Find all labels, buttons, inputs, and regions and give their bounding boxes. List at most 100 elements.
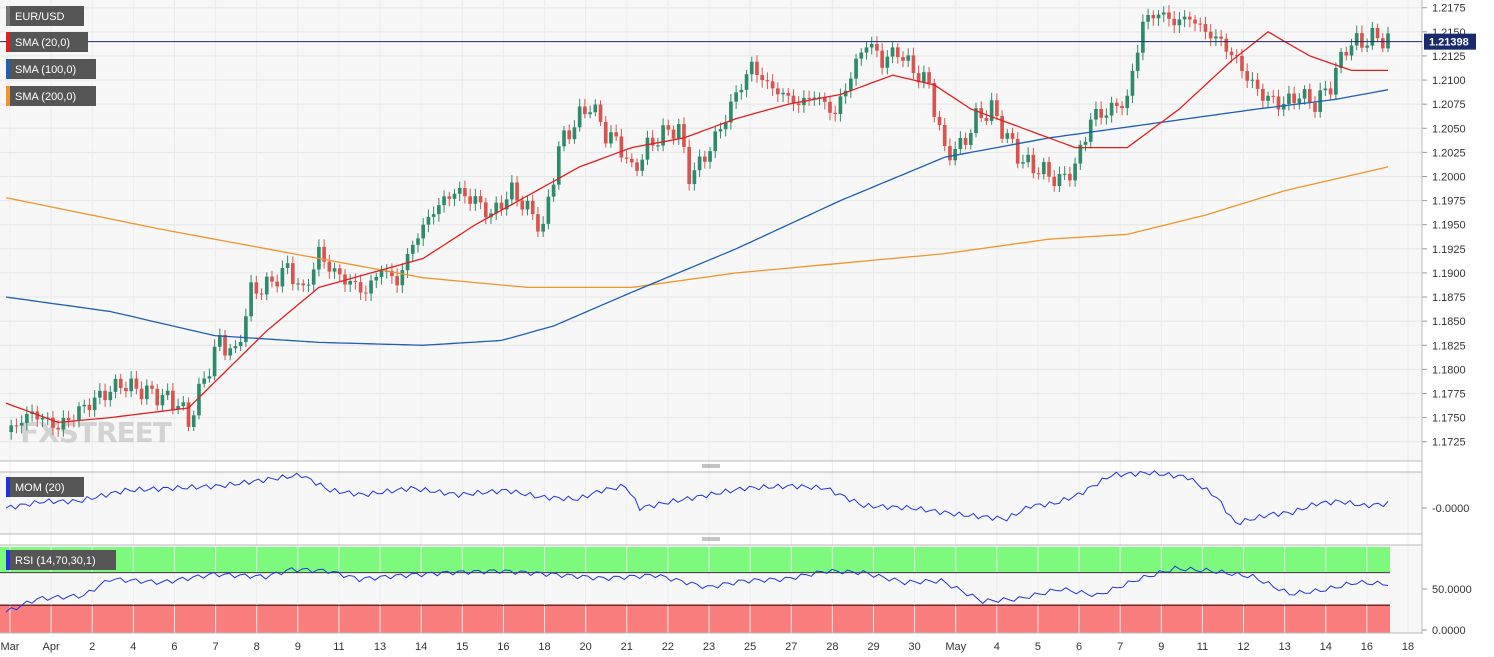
candle-body xyxy=(1026,154,1030,163)
candle-body xyxy=(108,391,113,401)
candle-body xyxy=(1078,144,1083,164)
candle-body xyxy=(1365,45,1369,48)
candle-body xyxy=(1334,68,1338,95)
candle-body xyxy=(656,145,660,147)
candle-body xyxy=(202,378,206,384)
price-tick-label: 1.1875 xyxy=(1432,292,1466,304)
candle-body xyxy=(963,137,968,145)
candle-body xyxy=(755,61,759,76)
time-tick-label: 13 xyxy=(374,641,386,653)
candle-body xyxy=(400,270,405,286)
candle-body xyxy=(468,196,472,204)
candle-body xyxy=(311,269,316,285)
time-tick-label: Mar xyxy=(1,641,20,653)
candle-body xyxy=(1386,33,1390,49)
candle-body xyxy=(713,131,718,152)
candle-body xyxy=(416,238,420,245)
rsi-overbought-zone xyxy=(0,547,1390,572)
time-tick-label: 20 xyxy=(580,641,592,653)
candle-body xyxy=(1188,16,1192,20)
svg-text:1.21398: 1.21398 xyxy=(1429,37,1469,49)
candle-body xyxy=(160,395,165,406)
mom-pane-resize-handle[interactable] xyxy=(702,464,720,468)
candle-body xyxy=(124,388,128,392)
price-tick-label: 1.1825 xyxy=(1432,340,1466,352)
candle-body xyxy=(833,112,838,115)
sma20-tag[interactable]: SMA (20,0) xyxy=(6,32,88,52)
time-tick-label: 7 xyxy=(1117,641,1123,653)
candle-body xyxy=(739,89,744,93)
candle-body xyxy=(864,47,869,53)
candle-body xyxy=(437,205,441,215)
candle-body xyxy=(937,116,942,126)
sma20-line xyxy=(5,31,1388,424)
time-tick-label: 14 xyxy=(1320,641,1332,653)
symbol-tag[interactable]: EUR/USD xyxy=(6,6,84,26)
candle-body xyxy=(87,404,92,411)
candle-body xyxy=(1287,93,1291,105)
candle-body xyxy=(207,376,212,379)
candle-body xyxy=(181,402,186,406)
candle-body xyxy=(217,335,222,347)
candle-body xyxy=(723,122,728,130)
candle-body xyxy=(275,281,280,287)
candle-body xyxy=(1323,88,1328,91)
sma100-tag[interactable]: SMA (100,0) xyxy=(6,59,96,79)
candle-body xyxy=(1068,173,1072,181)
candle-body xyxy=(645,137,650,160)
candle-body xyxy=(1208,31,1213,39)
candle-body xyxy=(906,55,911,61)
mom-pane[interactable] xyxy=(0,472,1422,534)
price-tick-label: 1.1925 xyxy=(1432,244,1466,256)
candle-body xyxy=(1219,36,1223,39)
rsi-pane-resize-handle[interactable] xyxy=(702,537,720,541)
candle-body xyxy=(1041,162,1046,175)
candle-body xyxy=(1109,102,1114,116)
candle-body xyxy=(609,132,613,144)
last-price-tag: 1.21398 xyxy=(1424,33,1476,50)
candle-body xyxy=(922,72,926,83)
mom-tag[interactable]: MOM (20) xyxy=(6,477,84,497)
candle-body xyxy=(56,427,60,430)
candle-body xyxy=(567,130,572,140)
candle-body xyxy=(337,268,342,275)
candle-body xyxy=(301,283,306,286)
rsi-tag[interactable]: RSI (14,70,30,1) xyxy=(6,550,116,570)
candle-body xyxy=(916,73,921,83)
candle-body xyxy=(322,246,326,262)
candle-body xyxy=(822,97,827,102)
candle-body xyxy=(1104,115,1109,118)
candle-body xyxy=(849,78,853,91)
price-pane[interactable] xyxy=(0,0,1422,461)
candle-body xyxy=(1339,51,1343,69)
candle-body xyxy=(911,55,916,74)
candle-body xyxy=(405,253,410,271)
candle-body xyxy=(598,104,603,122)
candle-body xyxy=(504,199,509,210)
candle-body xyxy=(958,137,963,149)
candle-body xyxy=(989,100,994,121)
candle-body xyxy=(348,280,353,285)
oscillator-lines xyxy=(0,470,1427,631)
candle-body xyxy=(343,274,347,285)
candle-body xyxy=(155,388,160,406)
candle-body xyxy=(1010,133,1015,139)
candle-body xyxy=(546,196,551,224)
candle-body xyxy=(134,378,139,389)
time-tick-label: 4 xyxy=(130,641,136,653)
candle-body xyxy=(228,348,233,356)
candle-body xyxy=(499,202,504,210)
candle-body xyxy=(1047,162,1051,177)
rsi-line xyxy=(5,565,1389,613)
price-tick-label: 1.1850 xyxy=(1432,316,1466,328)
candle-body xyxy=(572,127,577,140)
candle-body xyxy=(541,223,545,232)
candle-body xyxy=(765,80,770,82)
sma200-tag[interactable]: SMA (200,0) xyxy=(6,86,96,106)
candle-body xyxy=(1167,12,1171,19)
price-tick-label: 1.1775 xyxy=(1432,388,1466,400)
candle-body xyxy=(1036,173,1041,175)
candle-body xyxy=(854,58,858,79)
candle-body xyxy=(791,95,796,104)
